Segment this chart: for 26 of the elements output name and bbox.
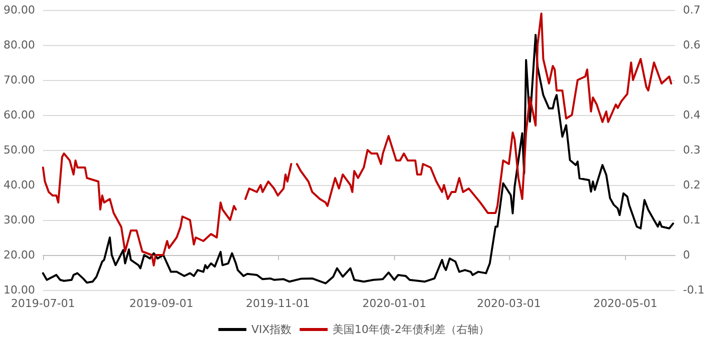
y-tick-label: 90.00: [4, 4, 35, 16]
x-tick-label: 2019-07-01: [11, 297, 75, 310]
y-tick-label: 80.00: [4, 38, 35, 52]
x-tick-label: 2020-05-01: [593, 297, 658, 310]
y-tick-label: 60.00: [4, 108, 35, 122]
y-tick-label: 10.00: [4, 284, 35, 296]
y2-tick-label: 0.3: [683, 144, 700, 156]
legend-label: VIX指数: [251, 323, 292, 336]
y2-tick-label: -0.1: [683, 284, 704, 296]
y2-tick-label: 0.6: [683, 38, 700, 52]
x-tick-label: 2020-03-01: [476, 297, 541, 310]
y2-tick-label: 0.2: [683, 178, 700, 192]
legend-label: 美国10年债-2年债利差（右轴）: [332, 323, 490, 336]
y-tick-label: 40.00: [4, 178, 35, 192]
y2-tick-label: 0.4: [683, 108, 700, 122]
y2-tick-label: 0: [683, 248, 690, 262]
y-tick-label: 20.00: [4, 248, 35, 262]
y2-tick-label: 0.5: [683, 74, 700, 86]
x-tick-label: 2019-09-01: [129, 297, 194, 310]
x-tick-label: 2020-01-01: [362, 297, 426, 310]
y-tick-label: 30.00: [4, 214, 35, 226]
x-tick-label: 2019-11-01: [246, 297, 310, 310]
y2-tick-label: 0.7: [683, 4, 700, 16]
y-tick-label: 50.00: [4, 144, 35, 156]
y2-tick-label: 0.1: [683, 214, 700, 226]
y-tick-label: 70.00: [4, 74, 35, 86]
